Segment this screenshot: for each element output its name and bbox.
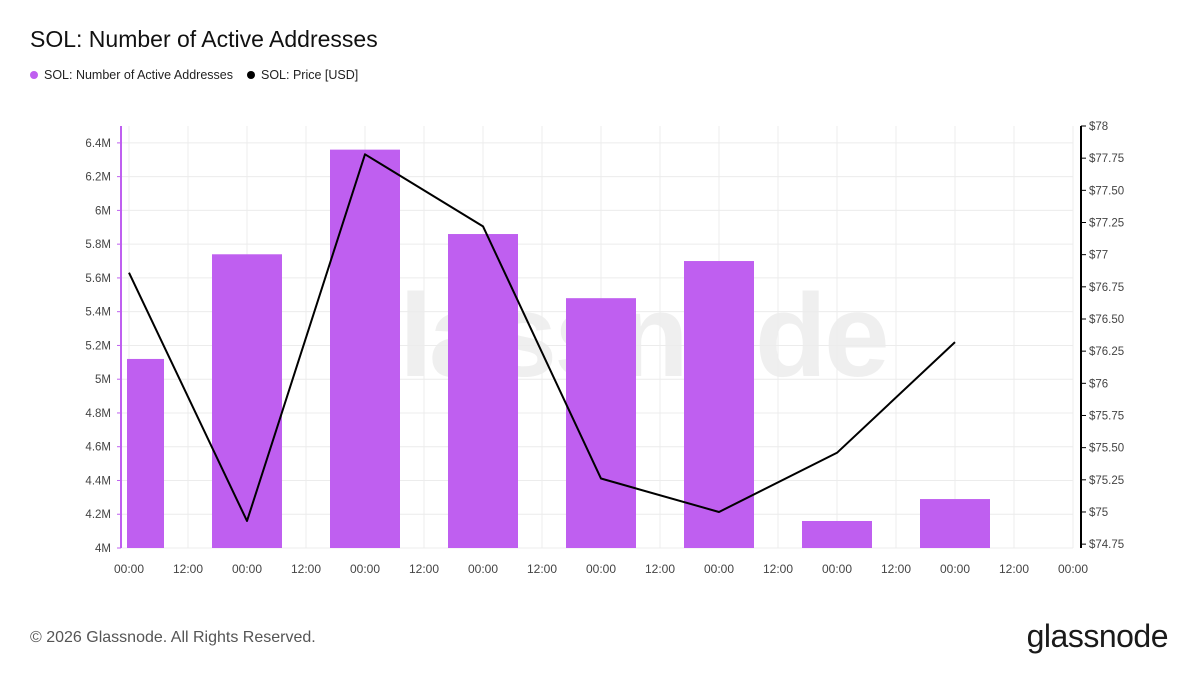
legend-swatch-price [246, 71, 255, 79]
line-price [128, 153, 956, 522]
y-left-tick-label: 6.4M [85, 138, 111, 150]
x-tick-label: 00:00 [586, 562, 616, 576]
x-tick-label: 00:00 [114, 562, 144, 576]
y-right-tick-label: $76.25 [1089, 346, 1124, 358]
y-left-tick-label: 4.6M [85, 442, 111, 454]
y-right-tick-label: $75.25 [1089, 475, 1124, 487]
y-right-tick-label: $77.50 [1089, 185, 1124, 197]
x-tick-label: 12:00 [645, 562, 675, 576]
x-tick-label: 00:00 [350, 562, 380, 576]
bar-active-addresses [330, 149, 400, 548]
y-right-tick-label: $75 [1089, 507, 1108, 519]
y-right-tick-label: $77.75 [1089, 153, 1124, 165]
bar-active-addresses [448, 234, 518, 549]
bar-active-addresses [802, 520, 872, 548]
legend-swatch-active-addresses [30, 71, 38, 79]
y-right-tick-label: $75.50 [1089, 443, 1124, 455]
y-left-tick-label: 4M [95, 543, 111, 555]
y-left-tick-label: 4.8M [85, 408, 111, 420]
y-left-tick-label: 4.4M [85, 475, 111, 487]
y-right-tick-label: $77.25 [1089, 217, 1124, 229]
y-right-tick-label: $78 [1089, 121, 1108, 133]
y-right-tick-label: $77 [1089, 250, 1108, 262]
legend-item-price[interactable]: SOL: Price [USD] [246, 68, 359, 82]
x-tick-label: 12:00 [763, 562, 793, 576]
y-right-tick-label: $76.50 [1089, 314, 1124, 326]
y-left-tick-label: 5.4M [85, 307, 111, 319]
y-right-tick-label: $76 [1089, 378, 1108, 390]
x-tick-label: 00:00 [940, 562, 970, 576]
bar-active-addresses [127, 358, 164, 548]
y-right-tick-label: $75.75 [1089, 410, 1124, 422]
x-tick-label: 00:00 [704, 562, 734, 576]
x-tick-label: 12:00 [291, 562, 321, 576]
x-tick-label: 12:00 [881, 562, 911, 576]
y-right-tick-label: $74.75 [1089, 539, 1124, 551]
y-left-tick-label: 5.2M [85, 340, 111, 352]
x-tick-label: 12:00 [999, 562, 1029, 576]
y-left-tick-label: 5M [95, 374, 111, 386]
x-tick-label: 12:00 [527, 562, 557, 576]
bar-active-addresses [920, 499, 990, 548]
bar-active-addresses [566, 298, 636, 548]
y-left-tick-label: 5.8M [85, 239, 111, 251]
y-left-tick-label: 5.6M [85, 273, 111, 285]
copyright-text: © 2026 Glassnode. All Rights Reserved. [30, 629, 316, 646]
bar-active-addresses [212, 254, 282, 548]
x-tick-label: 12:00 [409, 562, 439, 576]
y-left-tick-label: 4.2M [85, 509, 111, 521]
y-right-tick-label: $76.75 [1089, 282, 1124, 294]
x-tick-label: 00:00 [232, 562, 262, 576]
x-tick-label: 00:00 [822, 562, 852, 576]
legend-label-price: SOL: Price [USD] [260, 68, 359, 82]
x-tick-label: 00:00 [1058, 562, 1088, 576]
legend-label-active-addresses: SOL: Number of Active Addresses [44, 68, 233, 82]
y-left-tick-label: 6.2M [85, 172, 111, 184]
legend-item-active-addresses[interactable]: SOL: Number of Active Addresses [30, 68, 233, 82]
brand-logo: glassnode [1026, 618, 1169, 654]
x-tick-label: 00:00 [468, 562, 498, 576]
chart-title: SOL: Number of Active Addresses [30, 26, 378, 52]
legend: SOL: Number of Active Addresses SOL: Pri… [30, 68, 358, 82]
y-left-tick-label: 6M [95, 205, 111, 217]
x-tick-label: 12:00 [173, 562, 203, 576]
